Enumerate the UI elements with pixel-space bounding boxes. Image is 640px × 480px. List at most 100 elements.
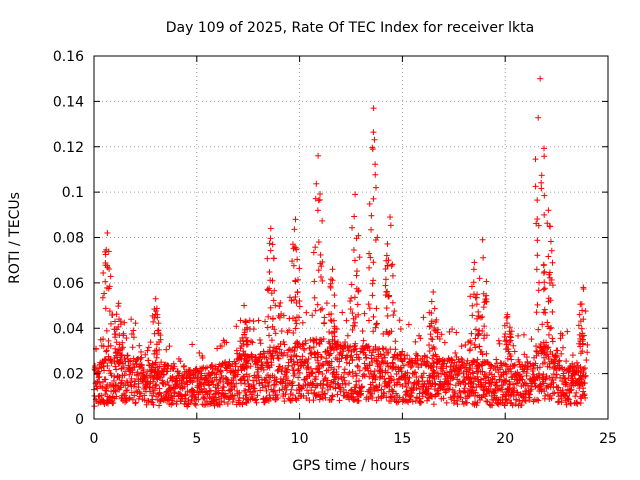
- data-point-marker: [243, 392, 250, 399]
- data-point-marker: [309, 312, 316, 319]
- data-point-marker: [332, 355, 339, 362]
- data-point-marker: [353, 381, 360, 388]
- data-point-marker: [224, 367, 231, 374]
- data-point-marker: [262, 318, 269, 325]
- data-point-marker: [189, 379, 196, 386]
- data-point-marker: [329, 392, 336, 399]
- data-point-marker: [129, 344, 136, 351]
- data-point-marker: [286, 327, 293, 334]
- data-point-marker: [380, 389, 387, 396]
- data-point-marker: [209, 362, 216, 369]
- data-point-marker: [293, 353, 300, 360]
- data-point-marker: [253, 399, 260, 406]
- data-point-marker: [324, 377, 331, 384]
- data-point-marker: [122, 399, 129, 406]
- data-point-marker: [311, 350, 318, 357]
- data-point-marker: [224, 400, 231, 407]
- data-point-marker: [265, 313, 272, 320]
- data-point-marker: [213, 396, 220, 403]
- data-point-marker: [132, 320, 139, 327]
- data-point-marker: [333, 371, 340, 378]
- data-point-marker: [412, 338, 419, 345]
- data-point-marker: [181, 362, 188, 369]
- data-point-marker: [345, 347, 352, 354]
- data-point-marker: [275, 366, 282, 373]
- data-point-marker: [294, 340, 301, 347]
- data-point-marker: [249, 339, 256, 346]
- data-point-marker: [282, 391, 289, 398]
- data-point-marker: [387, 398, 394, 405]
- data-point-marker: [373, 305, 380, 312]
- data-point-marker: [328, 358, 335, 365]
- data-point-marker: [397, 326, 404, 333]
- data-points: [91, 75, 591, 410]
- data-point-marker: [371, 368, 378, 375]
- data-point-marker: [303, 395, 310, 402]
- data-point-marker: [370, 328, 377, 335]
- data-point-marker: [335, 375, 342, 382]
- data-point-marker: [299, 353, 306, 360]
- data-point-marker: [92, 367, 99, 374]
- data-point-marker: [378, 386, 385, 393]
- data-point-marker: [344, 332, 351, 339]
- data-point-marker: [274, 391, 281, 398]
- data-point-marker: [274, 367, 281, 374]
- data-point-marker: [218, 343, 225, 350]
- data-point-marker: [355, 397, 362, 404]
- data-point-marker: [95, 369, 102, 376]
- data-point-marker: [233, 323, 240, 330]
- data-point-marker: [327, 350, 334, 357]
- data-point-marker: [218, 398, 225, 405]
- data-point-marker: [315, 369, 322, 376]
- data-point-marker: [302, 340, 309, 347]
- data-point-marker: [268, 337, 275, 344]
- data-point-marker: [227, 386, 234, 393]
- data-point-marker: [310, 397, 317, 404]
- data-point-marker: [321, 376, 328, 383]
- data-point-marker: [355, 363, 362, 370]
- data-point-marker: [191, 400, 198, 407]
- data-point-marker: [246, 317, 253, 324]
- data-point-marker: [215, 389, 222, 396]
- data-point-marker: [384, 369, 391, 376]
- data-point-marker: [131, 392, 138, 399]
- data-point-marker: [106, 367, 113, 374]
- data-point-marker: [277, 299, 284, 306]
- data-point-marker: [385, 349, 392, 356]
- data-point-marker: [274, 352, 281, 359]
- data-point-marker: [365, 301, 372, 308]
- data-point-marker: [321, 314, 328, 321]
- data-point-marker: [354, 301, 361, 308]
- data-point-marker: [111, 387, 118, 394]
- data-point-marker: [150, 390, 157, 397]
- data-point-marker: [132, 378, 139, 385]
- data-point-marker: [231, 384, 238, 391]
- data-point-marker: [284, 352, 291, 359]
- data-point-marker: [299, 319, 306, 326]
- data-point-marker: [302, 357, 309, 364]
- data-point-marker: [281, 349, 288, 356]
- data-point-marker: [293, 387, 300, 394]
- data-point-marker: [246, 373, 253, 380]
- data-point-marker: [270, 344, 277, 351]
- data-point-marker: [350, 373, 357, 380]
- data-point-marker: [233, 380, 240, 387]
- data-point-marker: [220, 384, 227, 391]
- data-point-marker: [279, 386, 286, 393]
- data-point-marker: [203, 398, 210, 405]
- data-point-marker: [256, 336, 263, 343]
- data-point-marker: [396, 317, 403, 324]
- data-point-marker: [347, 298, 354, 305]
- data-point-marker: [177, 358, 184, 365]
- data-point-marker: [343, 317, 350, 324]
- data-point-marker: [284, 366, 291, 373]
- data-point-marker: [257, 340, 264, 347]
- data-point-marker: [322, 394, 329, 401]
- data-point-marker: [120, 391, 127, 398]
- data-point-marker: [381, 390, 388, 397]
- data-point-marker: [273, 378, 280, 385]
- data-point-marker: [309, 369, 316, 376]
- data-point-marker: [207, 387, 214, 394]
- data-point-marker: [356, 367, 363, 374]
